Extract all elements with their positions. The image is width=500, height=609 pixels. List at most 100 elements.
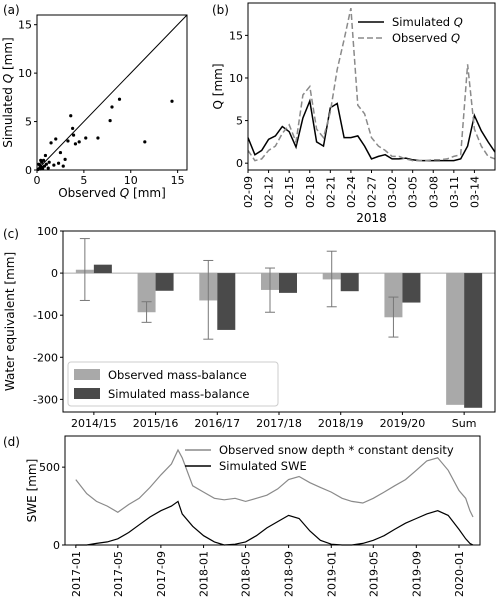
plot-frame-c [62, 230, 496, 413]
x-tick-label-a: 10 [124, 174, 138, 187]
scatter-point-22 [69, 114, 73, 118]
x-tick-label-b: 02-18 [304, 176, 317, 208]
x-tick-label-d: 2018-09 [283, 551, 296, 597]
x-tick-label-c: 2017/18 [256, 417, 302, 430]
x-tick-label-a: 5 [80, 174, 87, 187]
y-axis-title-b: Q [mm] [211, 63, 225, 109]
bar-simulated-1 [155, 273, 174, 291]
scatter-point-34 [37, 162, 41, 166]
x-tick-label-c: 2015/16 [133, 417, 179, 430]
bar-simulated-0 [93, 264, 112, 274]
legend-label-d-1: Simulated SWE [219, 459, 307, 473]
bar-simulated-3 [279, 273, 297, 293]
y-tick-label-b: 15 [229, 29, 243, 42]
x-tick-label-c: Sum [452, 417, 477, 430]
scatter-point-11 [46, 166, 50, 170]
x-axis-title-a: Observed Q [mm] [58, 186, 166, 200]
scatter-point-31 [117, 97, 122, 101]
series-line-b-0 [247, 98, 496, 162]
y-tick-label-c: -100 [33, 309, 58, 322]
panel-b: (b) 0 5 10 15 02-09 02-12 02-15 02-18 02-21 02-24 0… [211, 2, 496, 225]
plot-frame-a [36, 14, 188, 171]
panel-c: (c) 2014/15 2015/16 2016/17 2017/18 2018/19 20… [3, 225, 496, 430]
x-tick-label-d: 2017-09 [155, 551, 168, 597]
y-tick-label-c: -200 [33, 351, 58, 364]
series-line-b-1 [247, 7, 496, 162]
y-tick-label-b: 10 [229, 72, 243, 85]
y-tick-label-c: 0 [51, 267, 58, 280]
legend-label-b-1: Observed Q [392, 31, 460, 45]
x-tick-label-d: 2019-05 [367, 551, 380, 597]
x-tick-label-d: 2018-01 [198, 551, 211, 597]
x-tick-label-a: 0 [34, 174, 41, 187]
panel-label-d: (d) [3, 435, 20, 449]
x-tick-label-d: 2017-01 [70, 551, 83, 597]
scatter-point-35 [39, 158, 43, 162]
bar-observed-6 [446, 273, 465, 405]
x-tick-label-c: 2018/19 [318, 417, 364, 430]
y-axis-title-c: Water equivalent [mm] [3, 252, 17, 391]
x-tick-label-b: 03-11 [448, 176, 461, 208]
x-tick-label-b: 02-15 [283, 176, 296, 208]
scatter-point-17 [56, 161, 61, 165]
y-tick-label-a: 10 [18, 67, 32, 80]
legend-label-c-1: Simulated mass-balance [108, 387, 249, 401]
y-tick-label-a: 0 [25, 164, 32, 177]
scatter-point-19 [61, 164, 65, 168]
y-tick-label-a: 5 [25, 116, 32, 129]
x-tick-label-d: 2020-01 [453, 551, 466, 597]
panel-label-a: (a) [3, 3, 20, 17]
scatter-point-15 [52, 163, 56, 167]
scatter-point-24 [71, 133, 76, 137]
scatter-point-12 [43, 153, 48, 158]
scatter-point-18 [58, 150, 63, 155]
x-axis-title-b: 2018 [356, 211, 387, 225]
panel-label-b: (b) [212, 3, 229, 17]
series-line-d-0 [75, 448, 474, 518]
panel-label-c: (c) [3, 227, 19, 241]
x-tick-label-b: 03-14 [468, 176, 481, 208]
scatter-point-16 [54, 137, 58, 141]
y-tick-label-c: 100 [37, 225, 58, 238]
y-tick-label-d: 0 [53, 539, 60, 552]
y-tick-label-c: -300 [33, 393, 58, 406]
x-tick-label-c: 2019/20 [380, 417, 426, 430]
x-tick-label-b: 03-05 [407, 176, 420, 208]
panel-a: (a) 0 5 10 15 0 5 10 15 Observed Q [mm] Simulated … [1, 3, 188, 200]
bar-observed-1 [137, 273, 156, 313]
x-tick-label-c: 2016/17 [194, 417, 240, 430]
x-tick-label-d: 2019-09 [410, 551, 423, 597]
scatter-point-30 [110, 105, 114, 109]
bar-simulated-4 [340, 273, 359, 292]
bar-observed-5 [384, 273, 403, 318]
scatter-point-33 [170, 99, 174, 103]
y-tick-label-b: 0 [236, 157, 243, 170]
scatter-point-27 [84, 136, 88, 140]
scatter-point-5 [41, 166, 45, 171]
series-line-d-1 [75, 500, 474, 546]
x-tick-label-c: 2014/15 [71, 417, 117, 430]
panel-d: (d) 0 500 2017-01 2017-05 2017-09 2018-01 2018-… [3, 435, 481, 597]
x-tick-label-b: 02-12 [263, 176, 276, 208]
bar-simulated-6 [464, 273, 483, 408]
scatter-point-23 [71, 126, 75, 130]
legend-swatch-c-1 [74, 388, 100, 399]
scatter-point-20 [63, 157, 67, 161]
x-tick-label-b: 02-27 [366, 176, 379, 208]
x-tick-label-a: 15 [171, 174, 185, 187]
scatter-point-25 [73, 142, 78, 146]
x-tick-label-b: 02-21 [324, 176, 337, 208]
x-tick-label-d: 2019-01 [325, 551, 338, 597]
legend-label-b-0: Simulated Q [392, 15, 463, 29]
scatter-point-9 [44, 162, 48, 166]
y-tick-label-a: 15 [18, 19, 32, 32]
scatter-point-26 [77, 140, 81, 144]
legend-swatch-c-0 [74, 369, 100, 380]
legend-label-d-0: Observed snow depth * constant density [219, 443, 454, 457]
scatter-point-13 [47, 160, 51, 164]
bar-simulated-5 [402, 273, 421, 303]
x-tick-label-d: 2018-05 [240, 551, 253, 597]
y-axis-title-d: SWE [mm] [25, 459, 39, 523]
y-tick-label-b: 5 [236, 115, 243, 128]
scatter-point-29 [108, 118, 112, 123]
